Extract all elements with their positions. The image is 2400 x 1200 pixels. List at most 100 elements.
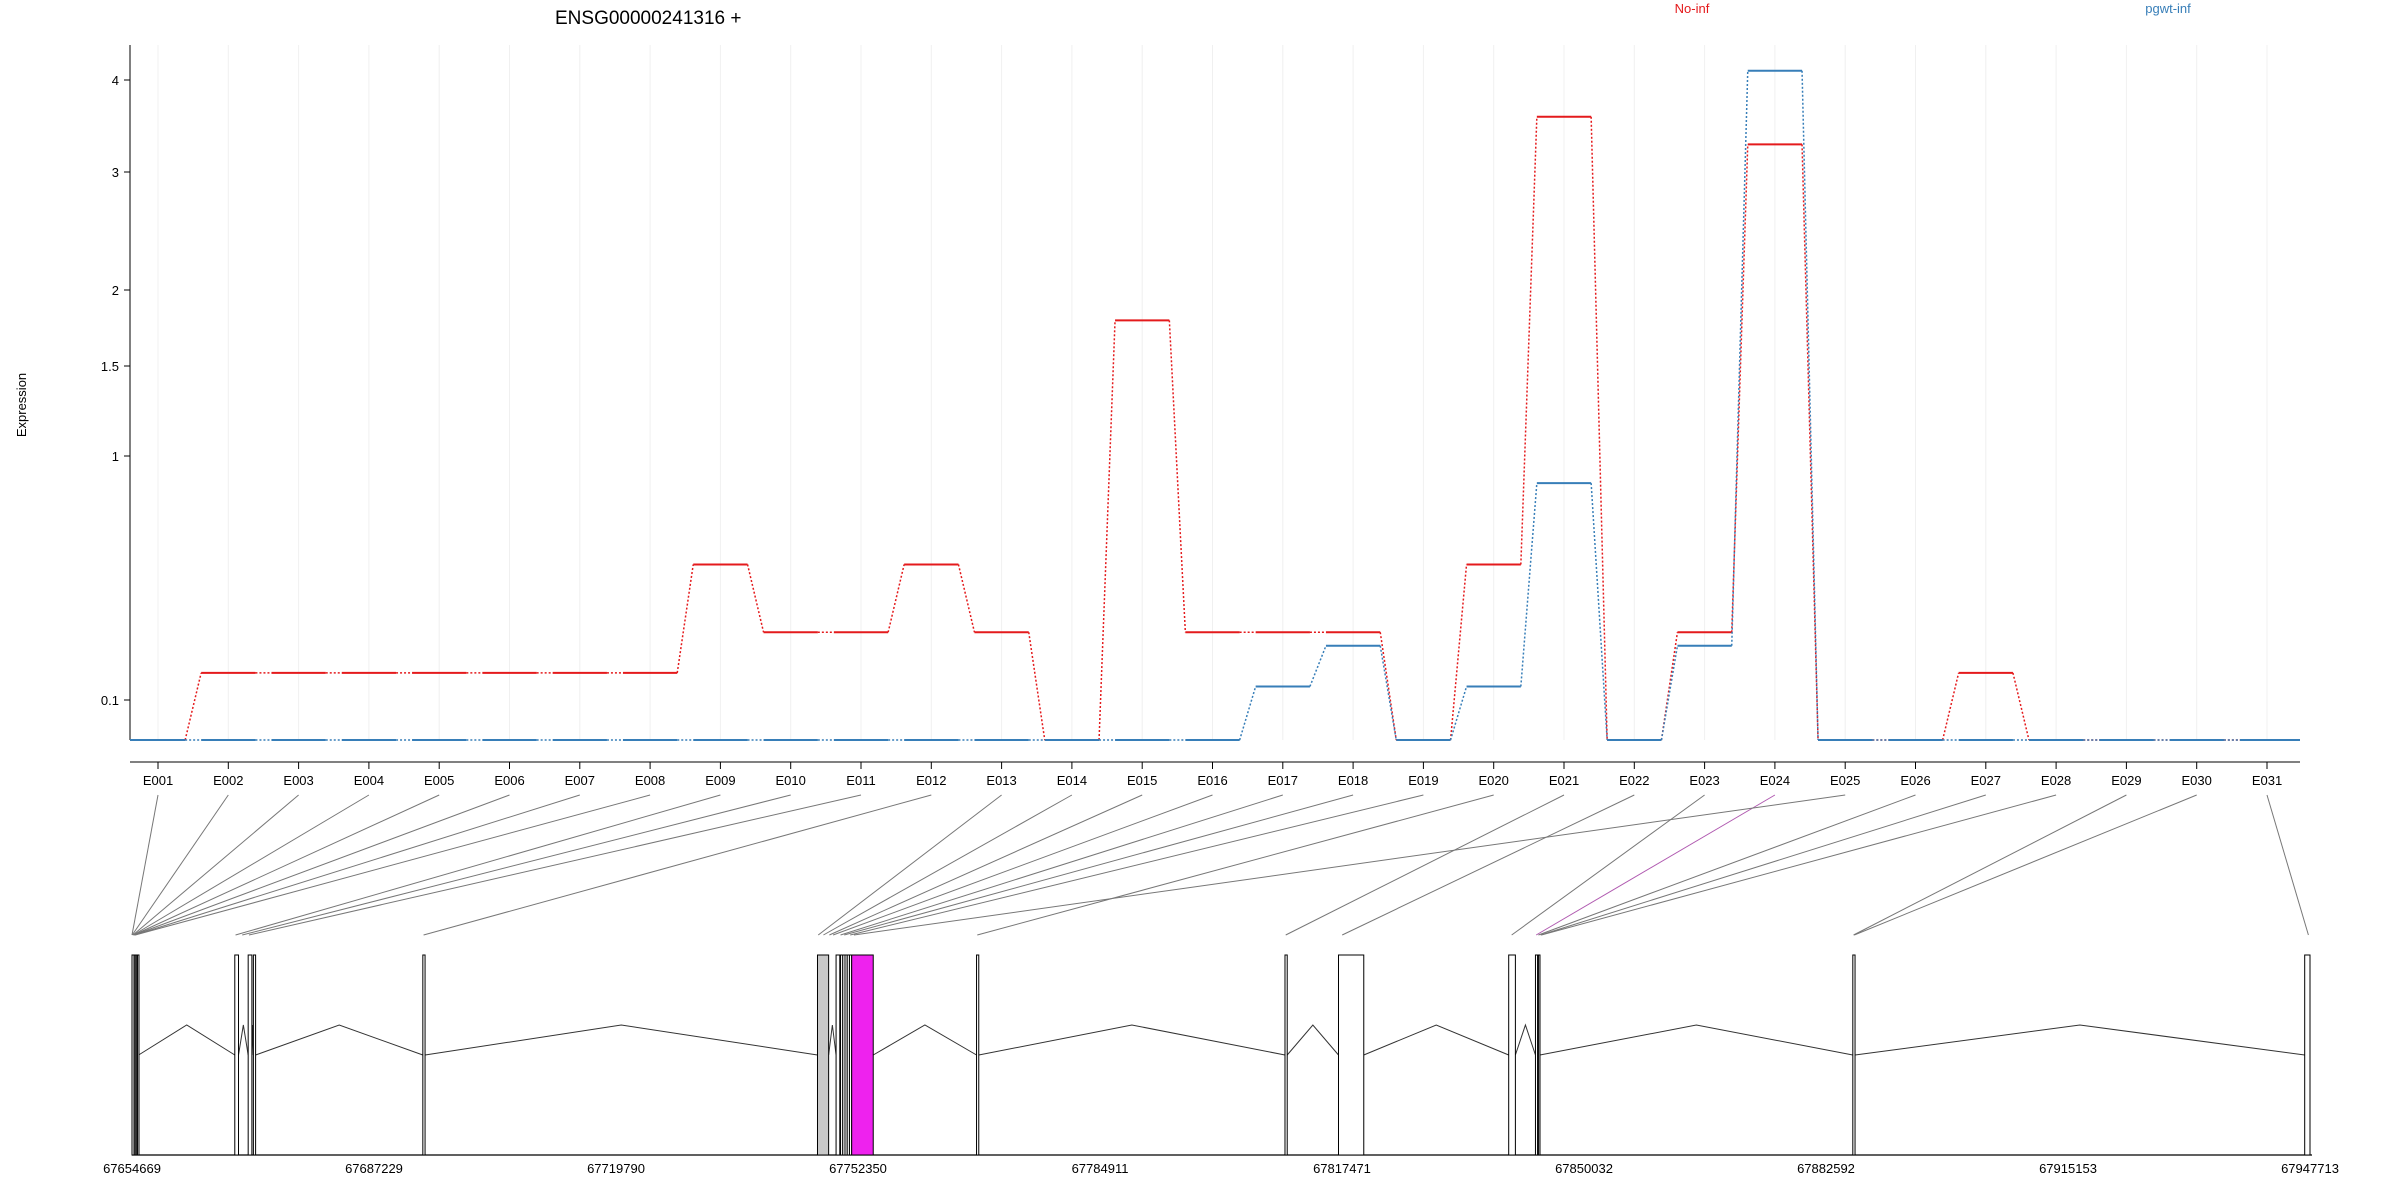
plot-area: 0.1 1 1.5 2 3 4 E001 E002 E003 E004 E005 E006 E007 E0… xyxy=(101,45,2300,788)
transcript-track: 67654669 67687229 67719790 67752350 67784911… xyxy=(103,794,2339,1176)
y-tick-label: 3 xyxy=(112,165,119,180)
genomic-tick-label: 67784911 xyxy=(1072,1161,1129,1176)
intron-junction xyxy=(1363,1024,1509,1056)
series-0-transition xyxy=(1590,116,1608,741)
intron-junction xyxy=(238,1024,249,1056)
exon-connector xyxy=(135,794,651,936)
series-1-transition xyxy=(1379,645,1397,741)
x-tick-label: E018 xyxy=(1338,773,1368,788)
exon-connector xyxy=(977,794,1494,936)
intron-junction xyxy=(828,1024,837,1056)
genomic-tick-label: 67687229 xyxy=(345,1161,403,1176)
x-tick-label: E004 xyxy=(354,773,384,788)
series-0-transition xyxy=(676,564,694,673)
genomic-tick-label: 67882592 xyxy=(1797,1161,1855,1176)
x-tick-label: E011 xyxy=(846,773,875,788)
exon-connector xyxy=(1341,794,1635,936)
x-tick-label: E031 xyxy=(2252,773,2282,788)
x-tick-label: E022 xyxy=(1619,773,1649,788)
exon-box xyxy=(1537,954,1541,1156)
exon-connector xyxy=(2266,794,2309,936)
exon-connector xyxy=(131,794,159,936)
legend-label-pgwt-inf: pgwt-inf xyxy=(2145,1,2191,16)
x-tick-label: E005 xyxy=(424,773,454,788)
series-0-transition xyxy=(1028,632,1046,741)
series-1-transition xyxy=(1449,686,1468,741)
exon-box xyxy=(252,954,257,1156)
exon-connector xyxy=(844,794,1354,936)
x-tick-label: E002 xyxy=(213,773,243,788)
series-1-transition xyxy=(1660,645,1679,741)
exon-box xyxy=(1508,954,1516,1156)
exon-connector xyxy=(133,794,370,936)
x-tick-label: E013 xyxy=(986,773,1016,788)
exon-connector xyxy=(1541,794,2057,936)
series-0-transition xyxy=(2012,672,2030,741)
x-tick-label: E014 xyxy=(1057,773,1087,788)
series-0-transition xyxy=(1801,144,1819,741)
series-0-transition xyxy=(957,564,976,633)
exon-box xyxy=(835,954,841,1156)
series-0-transition xyxy=(1520,116,1538,565)
series-0-transition xyxy=(887,564,905,633)
exon-box xyxy=(976,954,980,1156)
exon-connector xyxy=(242,794,791,936)
genomic-tick-label: 67752350 xyxy=(829,1161,887,1176)
x-tick-label: E010 xyxy=(776,773,806,788)
exon-box xyxy=(422,954,426,1156)
intron-junction xyxy=(138,1024,236,1056)
exon-connector xyxy=(1538,794,1916,936)
y-tick-label: 4 xyxy=(112,73,119,88)
x-tick-label: E028 xyxy=(2041,773,2071,788)
genomic-tick-label: 67850032 xyxy=(1555,1161,1613,1176)
exon-connector xyxy=(1511,794,1705,936)
genomic-tick-label: 67915153 xyxy=(2039,1161,2097,1176)
series-1-transition xyxy=(1801,70,1819,741)
intron-junction xyxy=(255,1024,424,1056)
chart-title: ENSG00000241316 + xyxy=(555,8,741,29)
x-tick-label: E030 xyxy=(2182,773,2212,788)
exon-connector xyxy=(1853,794,2127,936)
intron-junction xyxy=(1514,1023,1536,1056)
exon-box xyxy=(1852,954,1856,1156)
intron-junction xyxy=(1539,1024,1853,1056)
intron-junction xyxy=(1286,1024,1339,1056)
exon-connector xyxy=(423,794,932,936)
x-tick-label: E015 xyxy=(1127,773,1157,788)
exon-connector xyxy=(817,794,1002,936)
x-tick-label: E020 xyxy=(1479,773,1509,788)
exon-box xyxy=(2304,954,2311,1156)
exon-box xyxy=(247,954,253,1156)
intron-junction xyxy=(424,1024,818,1056)
exon-connector xyxy=(248,794,862,936)
x-tick-label: E024 xyxy=(1760,773,1790,788)
genomic-tick-label: 67654669 xyxy=(103,1161,161,1176)
exon-box xyxy=(136,954,140,1156)
series-0-transition xyxy=(1731,144,1749,633)
y-tick-label: 0.1 xyxy=(101,693,119,708)
x-tick-label: E027 xyxy=(1971,773,2001,788)
exon-connector xyxy=(132,794,299,936)
exon-connector xyxy=(850,794,1424,936)
exon-connector xyxy=(1854,794,2197,936)
x-tick-label: E026 xyxy=(1900,773,1930,788)
intron-junction xyxy=(1854,1024,2305,1056)
exon-connector xyxy=(1535,794,1776,936)
y-axis-label: Expression xyxy=(14,373,29,437)
exon-connector xyxy=(823,794,1073,936)
exon-connector xyxy=(829,794,1143,936)
x-tick-label: E012 xyxy=(916,773,946,788)
exon-connector xyxy=(235,794,721,936)
series-1-transition xyxy=(1590,483,1608,741)
series-0-transition xyxy=(1379,632,1397,741)
x-tick-label: E025 xyxy=(1830,773,1860,788)
x-tick-label: E001 xyxy=(143,773,173,788)
x-tick-label: E009 xyxy=(705,773,735,788)
exon-box xyxy=(816,954,830,1156)
exon-box xyxy=(1337,954,1365,1156)
exon-connector xyxy=(133,794,510,936)
exon-box xyxy=(234,954,240,1156)
exon-connector xyxy=(133,794,440,936)
y-tick-label: 2 xyxy=(112,283,119,298)
